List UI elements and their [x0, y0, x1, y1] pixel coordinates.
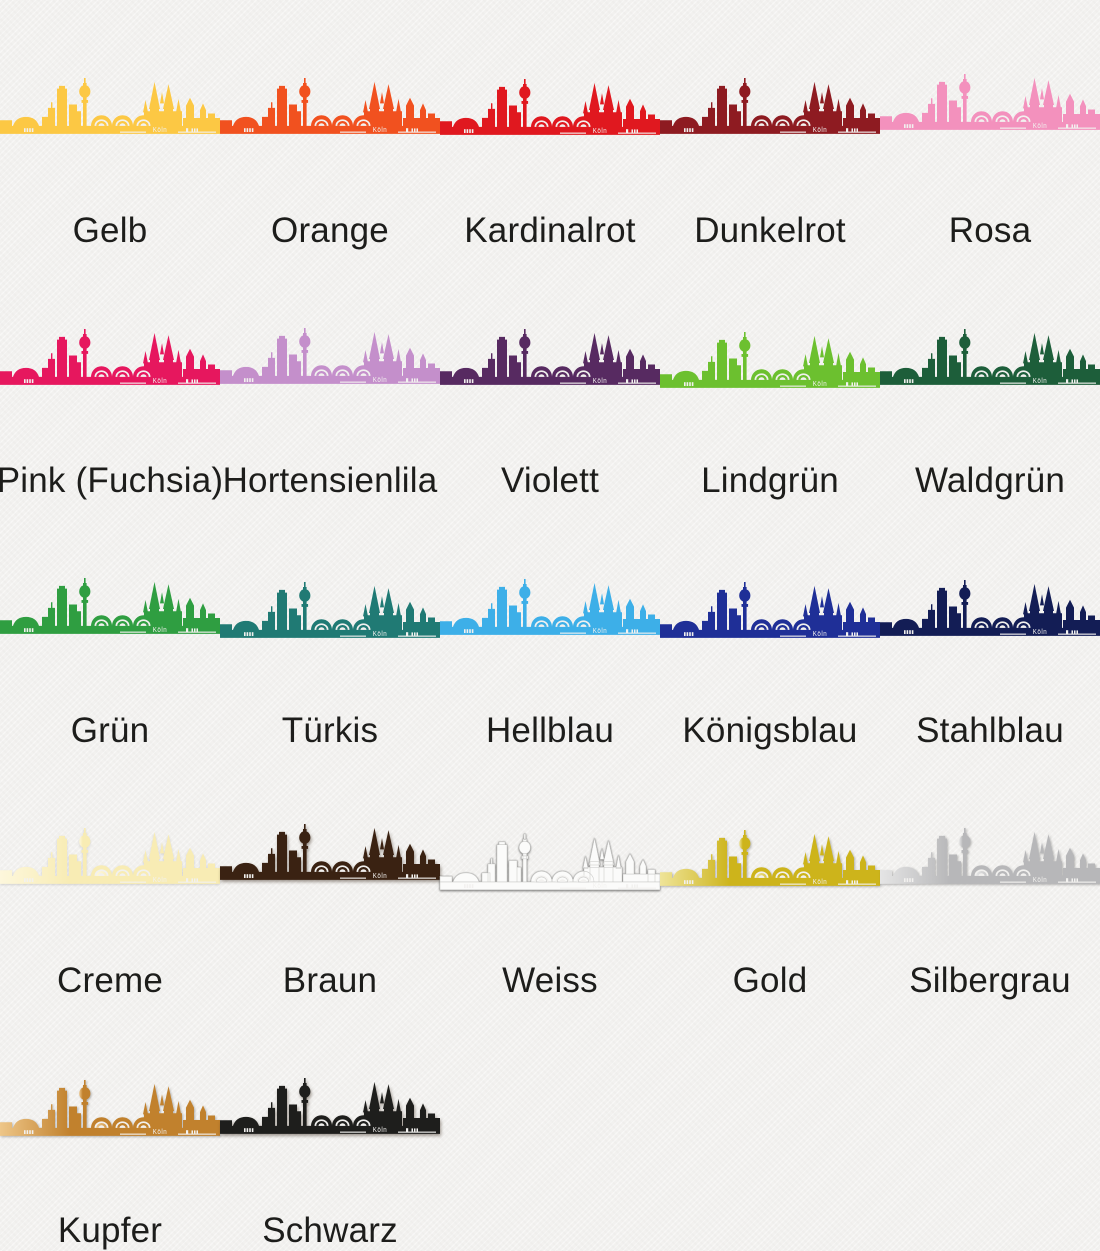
swatch-kardinalrot: Kardinalrot — [440, 0, 660, 250]
koeln-skyline-icon — [0, 827, 220, 885]
koeln-skyline-icon — [220, 1077, 440, 1135]
koeln-skyline-icon — [440, 578, 660, 636]
koeln-skyline-icon — [660, 77, 880, 135]
swatch-creme: Creme — [0, 750, 220, 1000]
swatch-weiss: Weiss — [439, 750, 661, 1000]
koeln-skyline-icon — [440, 78, 660, 136]
color-name: Weiss — [502, 961, 598, 1000]
koeln-skyline-icon — [660, 581, 880, 639]
koeln-skyline-icon — [440, 328, 660, 386]
color-name: Kardinalrot — [464, 211, 636, 250]
color-name: Grün — [70, 711, 150, 750]
color-name: Waldgrün — [914, 461, 1066, 500]
koeln-skyline-icon — [880, 73, 1100, 131]
swatch-silbergrau: Silbergrau — [880, 750, 1100, 1000]
swatch-row-5: Kupfer Schwarz — [0, 1000, 1100, 1250]
color-name: Rosa — [948, 211, 1032, 250]
koeln-skyline-icon — [880, 827, 1100, 885]
color-name: Kupfer — [57, 1211, 163, 1250]
color-name: Hellblau — [485, 711, 615, 750]
color-name: Dunkelrot — [694, 211, 846, 250]
koeln-skyline-icon — [220, 823, 440, 881]
color-name: Königsblau — [682, 711, 858, 750]
swatch-kupfer: Kupfer — [0, 1000, 220, 1250]
color-name: Türkis — [281, 711, 379, 750]
swatch-row-3: Grün Türkis Hellblau Königsblau Stahlbla… — [0, 500, 1100, 750]
koeln-skyline-icon — [880, 579, 1100, 637]
color-name: Violett — [500, 461, 600, 500]
swatch-lindgruen: Lindgrün — [660, 250, 880, 500]
koeln-skyline-icon — [0, 328, 220, 386]
swatch-gelb: Gelb — [0, 0, 220, 250]
swatch-gruen: Grün — [0, 500, 220, 750]
koeln-skyline-icon — [439, 833, 661, 891]
swatch-rosa: Rosa — [880, 0, 1100, 250]
koeln-skyline-icon — [660, 331, 880, 389]
color-name: Gold — [732, 961, 808, 1000]
swatch-violett: Violett — [440, 250, 660, 500]
color-name: Creme — [56, 961, 164, 1000]
koeln-skyline-icon — [220, 327, 440, 385]
color-name: Pink (Fuchsia) — [0, 461, 224, 500]
color-name: Hortensienlila — [222, 461, 438, 500]
color-name: Braun — [282, 961, 378, 1000]
swatch-row-2: Pink (Fuchsia) Hortensienlila Violett Li… — [0, 250, 1100, 500]
swatch-waldgruen: Waldgrün — [880, 250, 1100, 500]
color-name: Lindgrün — [701, 461, 839, 500]
swatch-orange: Orange — [220, 0, 440, 250]
color-name: Gelb — [72, 211, 148, 250]
swatch-hortensienlila: Hortensienlila — [220, 250, 440, 500]
koeln-skyline-icon — [0, 77, 220, 135]
koeln-skyline-icon — [220, 581, 440, 639]
swatch-row-4: Creme Braun Weiss Gold Silbergrau — [0, 750, 1100, 1000]
koeln-skyline-icon — [0, 1079, 220, 1137]
color-name: Orange — [271, 211, 389, 250]
swatch-tuerkis: Türkis — [220, 500, 440, 750]
swatch-stahlblau: Stahlblau — [880, 500, 1100, 750]
koeln-skyline-icon — [0, 577, 220, 635]
swatch-gold: Gold — [660, 750, 880, 1000]
koeln-skyline-icon — [220, 77, 440, 135]
color-name: Schwarz — [262, 1211, 398, 1250]
swatch-pink-fuchsia: Pink (Fuchsia) — [0, 250, 223, 500]
koeln-skyline-icon — [660, 829, 880, 887]
color-name: Silbergrau — [909, 961, 1071, 1000]
color-name: Stahlblau — [916, 711, 1064, 750]
swatch-dunkelrot: Dunkelrot — [660, 0, 880, 250]
koeln-skyline-icon — [880, 328, 1100, 386]
swatch-braun: Braun — [220, 750, 440, 1000]
swatch-hellblau: Hellblau — [440, 500, 660, 750]
swatch-row-1: Gelb Orange Kardinalrot Dunkelrot Rosa — [0, 0, 1100, 250]
swatch-koenigsblau: Königsblau — [660, 500, 880, 750]
swatch-schwarz: Schwarz — [220, 1000, 440, 1250]
